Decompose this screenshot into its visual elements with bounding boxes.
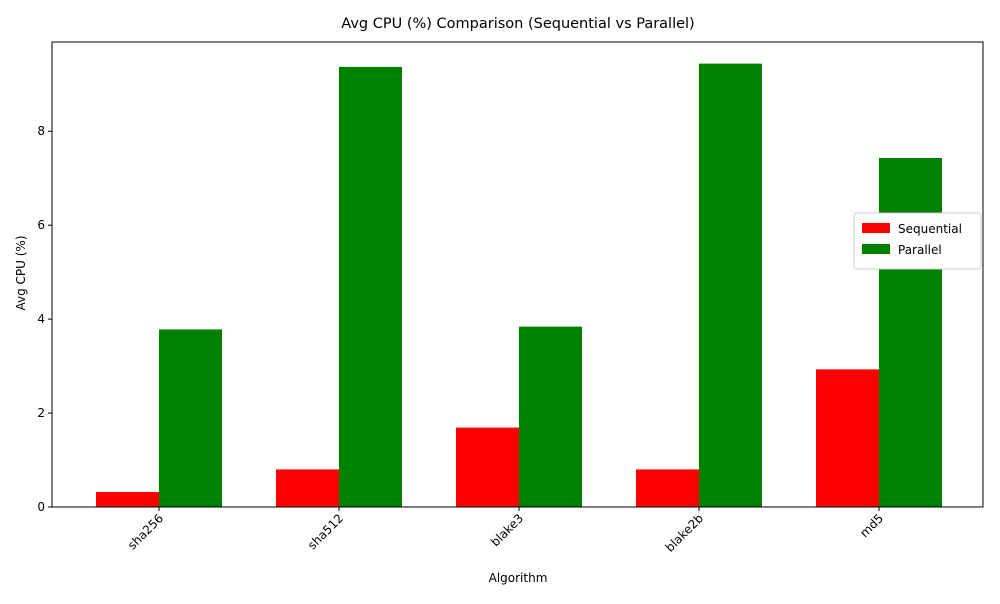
y-tick-label: 2 (37, 406, 45, 420)
bar-parallel-md5 (879, 158, 942, 508)
bar-parallel-blake3 (519, 326, 582, 507)
x-tick-label: md5 (857, 511, 886, 540)
x-axis-ticks: sha256 sha512 blake3 blake2b md5 (125, 507, 886, 555)
chart-title: Avg CPU (%) Comparison (Sequential vs Pa… (341, 16, 694, 32)
legend-swatch-sequential (862, 223, 890, 233)
x-tick-label: sha256 (125, 511, 166, 552)
bar-parallel-sha256 (159, 329, 222, 507)
legend-label-parallel: Parallel (898, 243, 942, 257)
y-axis-ticks: 0 2 4 6 8 (37, 124, 52, 514)
bar-sequential-md5 (816, 369, 879, 507)
bar-sequential-blake3 (456, 427, 519, 507)
y-axis-title: Avg CPU (%) (14, 235, 28, 310)
legend: Sequential Parallel (853, 212, 982, 270)
bar-sequential-blake2b (636, 469, 699, 507)
y-tick-label: 0 (37, 500, 45, 514)
bar-sequential-sha512 (276, 469, 339, 507)
x-tick-label: blake2b (663, 511, 706, 554)
y-tick-label: 8 (37, 124, 45, 138)
bars (96, 63, 942, 508)
x-tick-label: sha512 (305, 511, 346, 552)
x-axis-title: Algorithm (489, 571, 548, 585)
bar-parallel-sha512 (339, 66, 402, 508)
legend-label-sequential: Sequential (898, 222, 962, 236)
x-tick-label: blake3 (488, 511, 526, 549)
legend-swatch-parallel (862, 244, 890, 254)
y-tick-label: 6 (37, 218, 45, 232)
bar-sequential-sha256 (96, 491, 159, 507)
bar-parallel-blake2b (699, 63, 762, 508)
plot-frame (51, 41, 984, 508)
y-tick-label: 4 (37, 312, 45, 326)
